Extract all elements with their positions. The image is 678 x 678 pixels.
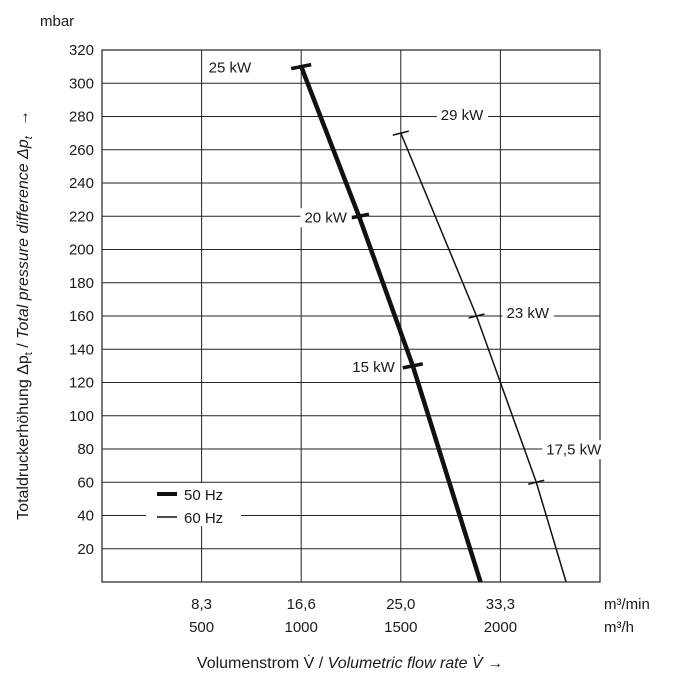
legend: 50 Hz 60 Hz bbox=[146, 483, 241, 527]
x-tick-label-m3h-2: 1500 bbox=[384, 619, 417, 636]
y-unit-label: mbar bbox=[40, 13, 74, 30]
power-label-bg-50hz-0 bbox=[204, 58, 257, 78]
power-label-60hz-1: 23 kW bbox=[506, 305, 549, 322]
power-marker-50hz-1 bbox=[348, 212, 370, 220]
x-title-italic: Volumetric flow rate V̇ bbox=[328, 654, 484, 672]
series-line-60hz bbox=[400, 132, 567, 583]
power-marker-50hz-2 bbox=[402, 362, 424, 370]
legend-label-60hz: 60 Hz bbox=[184, 510, 223, 527]
y-tick-label-40: 40 bbox=[77, 508, 94, 525]
x-axis-title: Volumenstrom V̇ / Volumetric flow rate V… bbox=[197, 654, 503, 672]
y-title-sep: / bbox=[15, 339, 32, 352]
y-tick-label-140: 140 bbox=[69, 341, 94, 358]
x-tick-label-m3min-3: 33,3 bbox=[486, 596, 515, 613]
power-label-60hz-0: 29 kW bbox=[441, 107, 484, 124]
x-title-regular: Volumenstrom V̇ / bbox=[197, 654, 328, 672]
y-tick-label-200: 200 bbox=[69, 242, 94, 259]
power-label-bg-60hz-2 bbox=[542, 440, 607, 460]
x-unit-m3min: m³/min bbox=[604, 596, 650, 613]
x-title-arrow: → bbox=[483, 655, 503, 672]
x-tick-label-m3min-0: 8,3 bbox=[191, 596, 212, 613]
power-marker-60hz-2 bbox=[528, 479, 545, 485]
x-tick-labels: 8,3 500 16,6 1000 25,0 1500 33,3 2000 bbox=[189, 596, 517, 636]
y-tick-labels: 20 40 60 80 100 120 140 160 180 200 220 240 260 280 30… bbox=[69, 42, 94, 558]
power-label-50hz-1: 20 kW bbox=[304, 209, 347, 226]
y-title-regular: Totaldruckerhöhung Δp bbox=[15, 355, 32, 520]
axes bbox=[101, 49, 601, 583]
x-tick-label-m3min-1: 16,6 bbox=[287, 596, 316, 613]
x-tick-label-m3min-2: 25,0 bbox=[386, 596, 415, 613]
y-tick-label-20: 20 bbox=[77, 541, 94, 558]
y-tick-label-220: 220 bbox=[69, 208, 94, 225]
x-tick-label-m3h-0: 500 bbox=[189, 619, 214, 636]
power-label-bg-50hz-2 bbox=[348, 357, 400, 377]
power-label-50hz-0: 25 kW bbox=[209, 60, 252, 77]
power-label-bg-60hz-1 bbox=[502, 304, 554, 323]
y-tick-label-260: 260 bbox=[69, 142, 94, 159]
y-title-sub-2: t bbox=[23, 135, 35, 139]
power-label-60hz-2: 17,5 kW bbox=[546, 441, 602, 458]
power-label-bg-60hz-0 bbox=[436, 106, 489, 126]
y-title-italic: Total pressure difference Δp bbox=[15, 139, 32, 339]
grid bbox=[102, 49, 600, 582]
power-marker-50hz-0 bbox=[290, 62, 312, 71]
y-tick-label-160: 160 bbox=[69, 308, 94, 325]
y-tick-label-80: 80 bbox=[77, 441, 94, 458]
y-tick-label-180: 180 bbox=[69, 275, 94, 292]
power-marker-60hz-1 bbox=[468, 313, 485, 319]
y-tick-label-320: 320 bbox=[69, 42, 94, 59]
legend-background bbox=[146, 483, 241, 526]
y-tick-label-240: 240 bbox=[69, 175, 94, 192]
y-tick-label-280: 280 bbox=[69, 109, 94, 126]
y-title-arrow: → bbox=[15, 110, 32, 126]
y-axis-title: Totaldruckerhöhung Δpt / Total pressure … bbox=[15, 110, 35, 520]
x-tick-label-m3h-1: 1000 bbox=[285, 619, 318, 636]
y-tick-label-60: 60 bbox=[77, 474, 94, 491]
x-unit-m3h: m³/h bbox=[604, 619, 634, 636]
y-tick-label-120: 120 bbox=[69, 375, 94, 392]
y-tick-label-100: 100 bbox=[69, 408, 94, 425]
power-label-bg-50hz-1 bbox=[300, 208, 352, 228]
legend-label-50hz: 50 Hz bbox=[184, 487, 223, 504]
y-title-sub-1: t bbox=[23, 352, 35, 355]
y-tick-label-300: 300 bbox=[69, 75, 94, 92]
power-label-50hz-2: 15 kW bbox=[352, 359, 395, 376]
plot-frame bbox=[101, 49, 601, 583]
series-layer: 25 kW 20 kW 15 kW 29 kW 23 kW 17,5 kW bbox=[204, 58, 607, 583]
x-tick-label-m3h-3: 2000 bbox=[484, 619, 517, 636]
power-marker-60hz-0 bbox=[392, 130, 409, 136]
series-line-50hz bbox=[299, 65, 483, 583]
